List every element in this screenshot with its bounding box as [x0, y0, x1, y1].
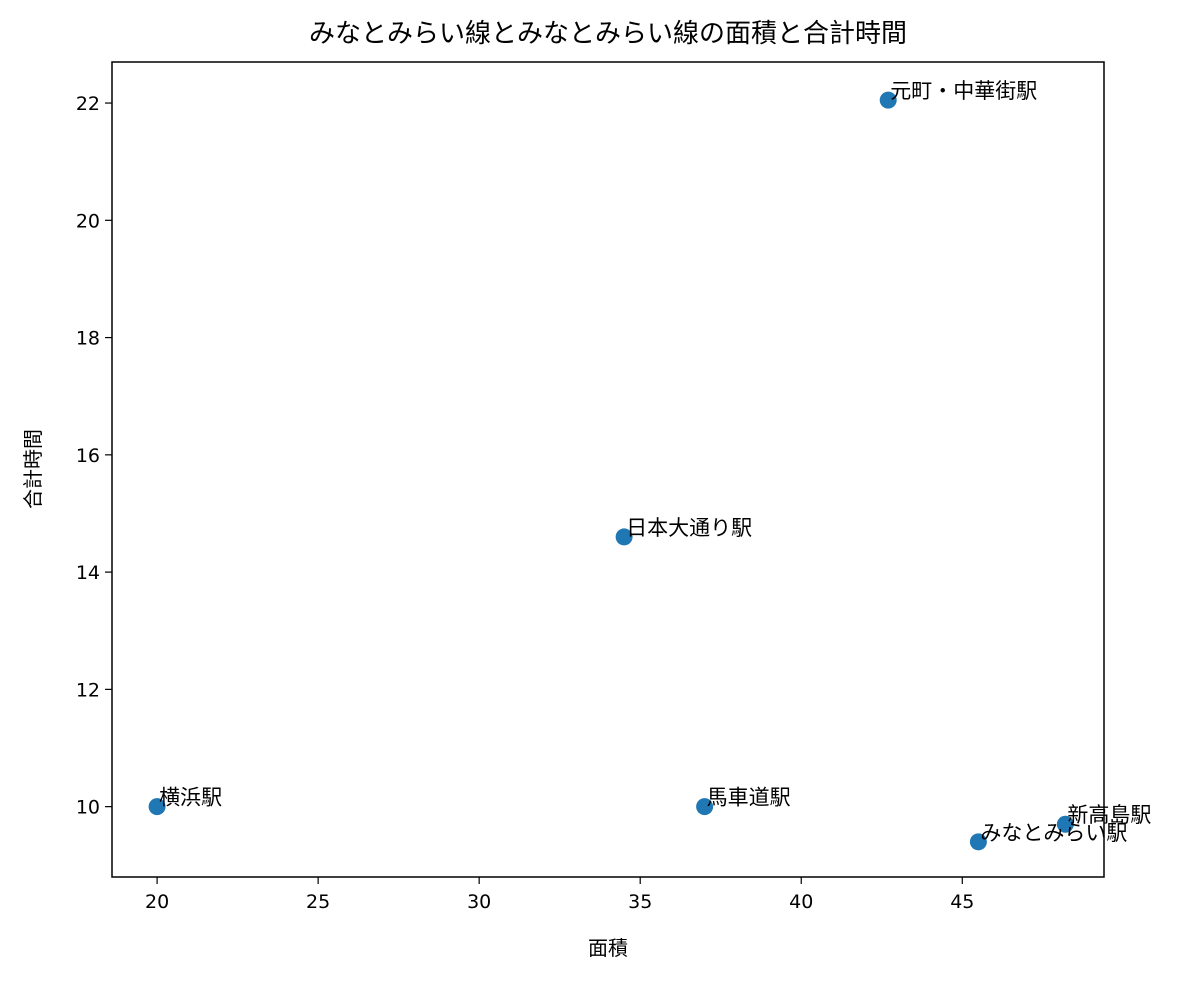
- plot-area-frame: [111, 61, 1105, 878]
- point-label: 元町・中華街駅: [890, 79, 1037, 103]
- x-axis-label: 面積: [588, 936, 628, 960]
- data-point: [1056, 815, 1074, 833]
- x-tick-label: 25: [306, 891, 330, 913]
- point-label: 馬車道駅: [707, 786, 791, 810]
- y-tick-label: 10: [76, 797, 100, 819]
- y-tick-label: 18: [76, 328, 100, 350]
- y-axis: 10 12 14 16 18 20 22: [76, 93, 112, 819]
- data-point: [148, 798, 166, 816]
- point-label: みなとみらい駅: [980, 821, 1127, 845]
- x-tick-label: 40: [789, 891, 813, 913]
- x-tick-label: 20: [145, 891, 169, 913]
- y-tick-label: 14: [76, 562, 100, 584]
- x-tick-label: 35: [628, 891, 652, 913]
- point-label: 日本大通り駅: [626, 516, 752, 540]
- chart-title: みなとみらい線とみなとみらい線の面積と合計時間: [309, 19, 907, 49]
- x-tick-label: 45: [950, 891, 974, 913]
- y-tick-label: 20: [76, 210, 100, 232]
- data-point: [879, 91, 897, 109]
- x-axis: 20 25 30 35 40 45: [145, 877, 974, 913]
- data-point: [615, 528, 633, 546]
- data-point: [696, 798, 714, 816]
- y-tick-label: 22: [76, 93, 100, 115]
- point-label: 横浜駅: [159, 786, 222, 810]
- point-label: 新高島駅: [1067, 803, 1151, 827]
- y-axis-label: 合計時間: [21, 429, 45, 509]
- y-tick-label: 12: [76, 679, 100, 701]
- y-tick-label: 16: [76, 445, 100, 467]
- x-tick-label: 30: [467, 891, 491, 913]
- data-point: [969, 833, 987, 851]
